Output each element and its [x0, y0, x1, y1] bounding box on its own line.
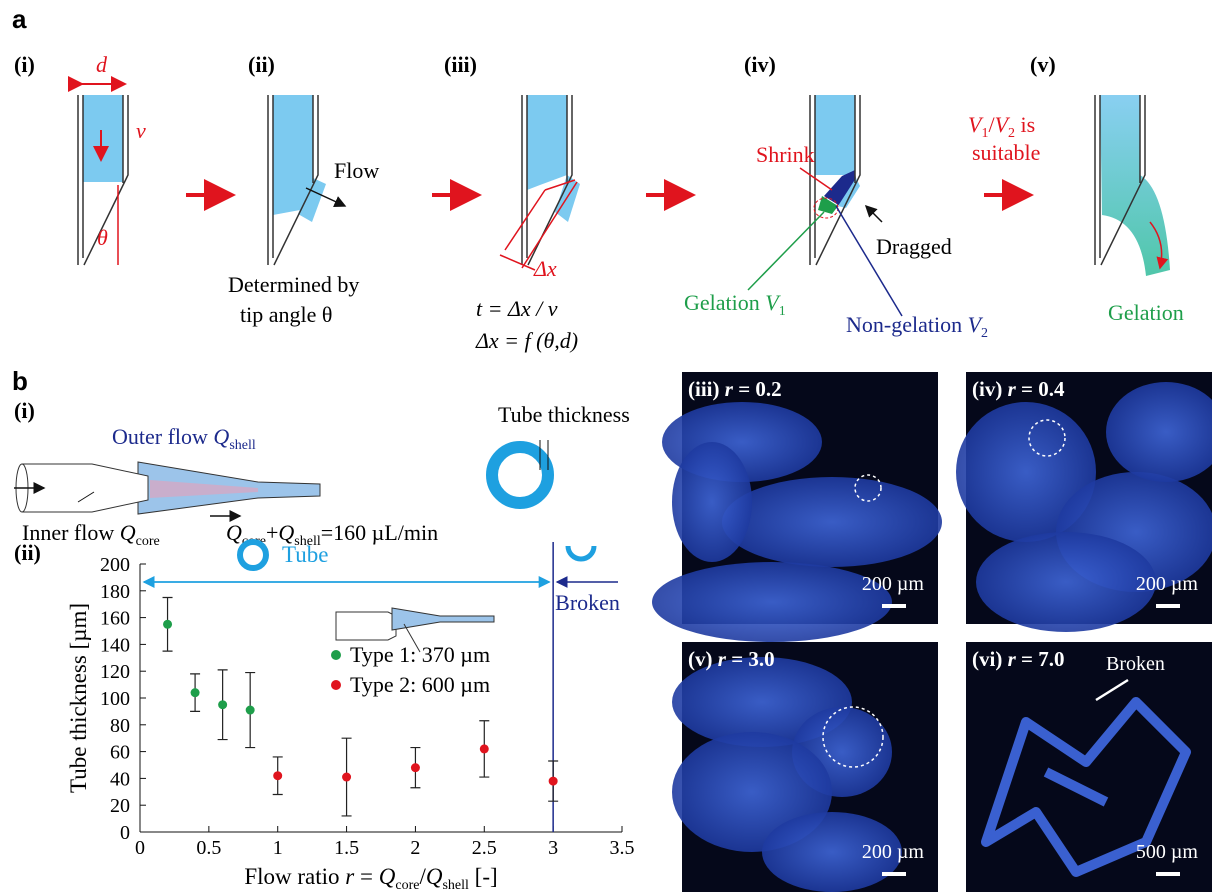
d-label: d	[96, 52, 108, 77]
y-tick-label: 80	[110, 715, 130, 737]
needle-ii: Flow Determined by tip angle θ	[228, 95, 379, 327]
y-tick-label: 160	[100, 608, 130, 630]
step-label: (i)	[14, 52, 35, 77]
y-tick-label: 180	[100, 581, 130, 603]
needle-iv: Shrink Dragged Gelation V1 Non-gelation …	[684, 95, 988, 341]
point	[246, 706, 255, 715]
micrograph: (iii) r = 0.2 200 µm	[652, 372, 942, 642]
tube-thickness: Tube thickness	[498, 402, 630, 427]
y-tick-label: 100	[100, 688, 130, 710]
point	[411, 763, 420, 772]
tube-label: Tube	[282, 542, 328, 567]
needle-iii: Δx t = Δx / v Δx = f (θ,d)	[475, 95, 580, 353]
nozzle-schematic: Outer flow Qshell Inner flow Qcore Qcore…	[14, 402, 630, 549]
y-tick-label: 120	[100, 661, 130, 683]
scale-label: 500 µm	[1136, 841, 1199, 863]
dragged-label: Dragged	[876, 234, 952, 259]
image-label: (vi) r = 7.0	[972, 647, 1064, 671]
legend-marker	[331, 680, 341, 690]
point	[480, 744, 489, 753]
broken-icon	[568, 546, 594, 559]
y-tick-label: 200	[100, 554, 130, 576]
cell	[672, 442, 752, 562]
cell	[652, 562, 892, 642]
y-tick-label: 60	[110, 742, 130, 764]
scale-label: 200 µm	[862, 573, 925, 595]
gelation-v1: Gelation V1	[684, 290, 786, 319]
theta-label: θ	[97, 225, 108, 250]
cell	[976, 532, 1156, 632]
x-tick-label: 3	[548, 837, 558, 859]
v-label: v	[136, 118, 146, 143]
x-axis-label: Flow ratio r = Qcore/Qshell [-]	[244, 864, 497, 892]
legend-marker	[331, 650, 341, 660]
micrograph: (iv) r = 0.4 200 µm	[956, 372, 1212, 632]
caption: tip angle θ	[240, 302, 332, 327]
y-tick-label: 40	[110, 768, 130, 790]
figure: a (i) (ii) (iii) (iv) (v) d v θ Flow Det…	[0, 0, 1212, 892]
point	[549, 777, 558, 786]
gelation-label: Gelation	[1108, 300, 1184, 325]
caption: Δx = f (θ,d)	[475, 328, 578, 353]
point	[163, 620, 172, 629]
step-label: (v)	[1030, 52, 1056, 77]
scale-label: 200 µm	[1136, 573, 1199, 595]
step-label: (iii)	[444, 52, 477, 77]
non-gelation-v2: Non-gelation V2	[846, 312, 988, 341]
legend-label: Type 1: 370 µm	[350, 642, 490, 667]
y-tick-label: 0	[120, 822, 130, 844]
caption: Determined by	[228, 272, 359, 297]
panel-label: b	[12, 366, 28, 396]
x-tick-label: 3.5	[610, 837, 635, 859]
caption: t = Δx / v	[476, 296, 558, 321]
step-label: (ii)	[248, 52, 275, 77]
broken-label: Broken	[555, 590, 620, 615]
cell	[722, 477, 942, 567]
x-tick-label: 0	[135, 837, 145, 859]
y-tick-label: 140	[100, 634, 130, 656]
legend-label: Type 2: 600 µm	[350, 672, 490, 697]
point	[218, 700, 227, 709]
point	[191, 688, 200, 697]
sub-label: (ii)	[14, 540, 41, 565]
outer-flow: Outer flow Qshell	[112, 424, 256, 453]
image-label: (iii) r = 0.2	[688, 377, 782, 401]
inner-flow: Inner flow Qcore	[22, 520, 160, 549]
shrink-label: Shrink	[756, 142, 815, 167]
micrograph: (v) r = 3.0 200 µm	[672, 642, 938, 892]
micrograph: Broken (vi) r = 7.0 500 µm	[966, 642, 1212, 892]
ratio-label: V1/V2 is	[968, 112, 1035, 141]
suitable-label: suitable	[972, 140, 1040, 165]
flow-label: Flow	[334, 158, 379, 183]
legend-icon	[336, 612, 396, 640]
point	[342, 773, 351, 782]
needle-i: d v θ	[78, 52, 146, 265]
image-label: (iv) r = 0.4	[972, 377, 1065, 401]
scale-label: 200 µm	[862, 841, 925, 863]
y-axis-label: Tube thickness [µm]	[66, 603, 91, 793]
needle-v: Gelation	[1095, 95, 1184, 325]
x-tick-label: 0.5	[196, 837, 221, 859]
image-note: Broken	[1106, 653, 1165, 675]
x-tick-label: 1	[273, 837, 283, 859]
step-label: (iv)	[744, 52, 776, 77]
panel-label: a	[12, 4, 27, 34]
y-tick-label: 20	[110, 795, 130, 817]
sub-label: (i)	[14, 398, 35, 423]
x-tick-label: 2	[410, 837, 420, 859]
legend-icon	[392, 608, 494, 630]
image-label: (v) r = 3.0	[688, 647, 775, 671]
x-tick-label: 2.5	[472, 837, 497, 859]
x-tick-label: 1.5	[334, 837, 359, 859]
dx-label: Δx	[533, 256, 557, 281]
point	[273, 771, 282, 780]
